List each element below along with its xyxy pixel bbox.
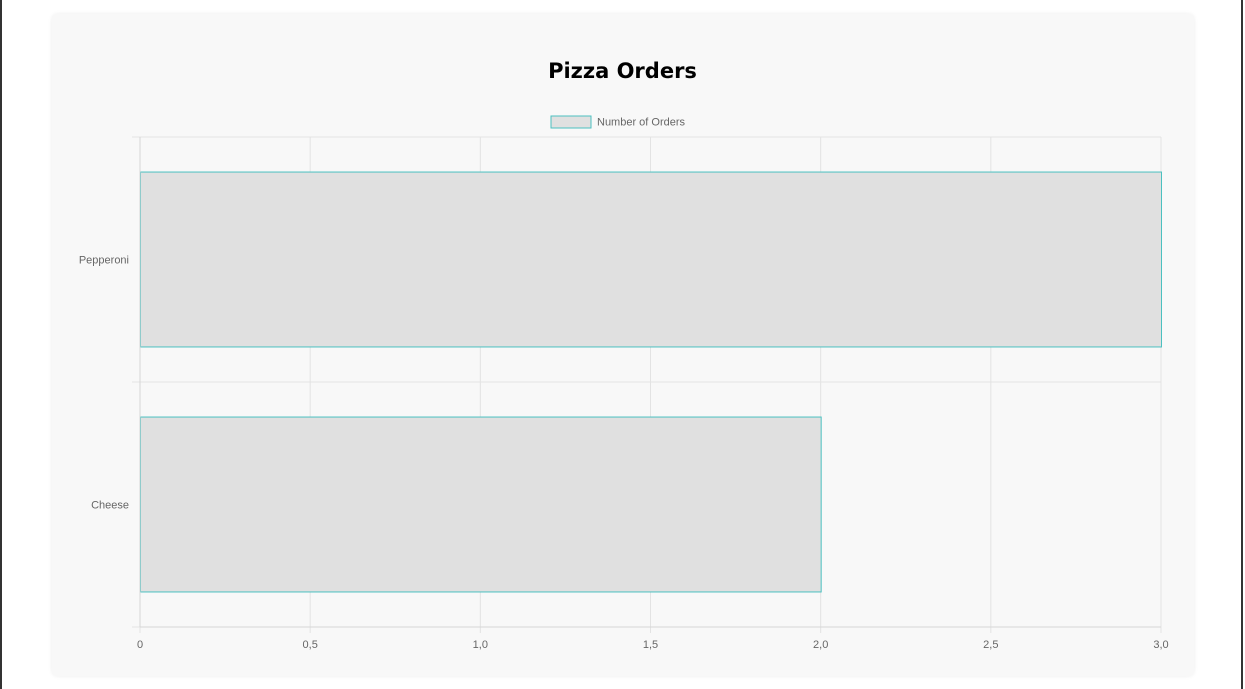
bar-cheese	[140, 416, 822, 593]
chart-title: Pizza Orders	[548, 59, 697, 83]
x-tick-label: 1,5	[643, 639, 658, 651]
bars	[140, 171, 1162, 593]
x-tick-label: 3,0	[1153, 639, 1168, 651]
legend: Number of Orders	[550, 115, 686, 129]
axes: 0 0,5 1,0 1,5 2,0 2,5 3,0 Pepperoni Cheese	[79, 137, 1169, 651]
x-tick-label: 0	[137, 639, 143, 651]
y-category-label: Pepperoni	[79, 255, 129, 267]
legend-label: Number of Orders	[597, 117, 686, 129]
y-category-label: Cheese	[91, 500, 129, 512]
bar-pepperoni	[140, 171, 1162, 348]
x-tick-label: 2,5	[983, 639, 998, 651]
x-tick-label: 1,0	[473, 639, 488, 651]
x-tick-label: 0,5	[303, 639, 318, 651]
legend-swatch	[550, 115, 592, 129]
x-tick-label: 2,0	[813, 639, 828, 651]
